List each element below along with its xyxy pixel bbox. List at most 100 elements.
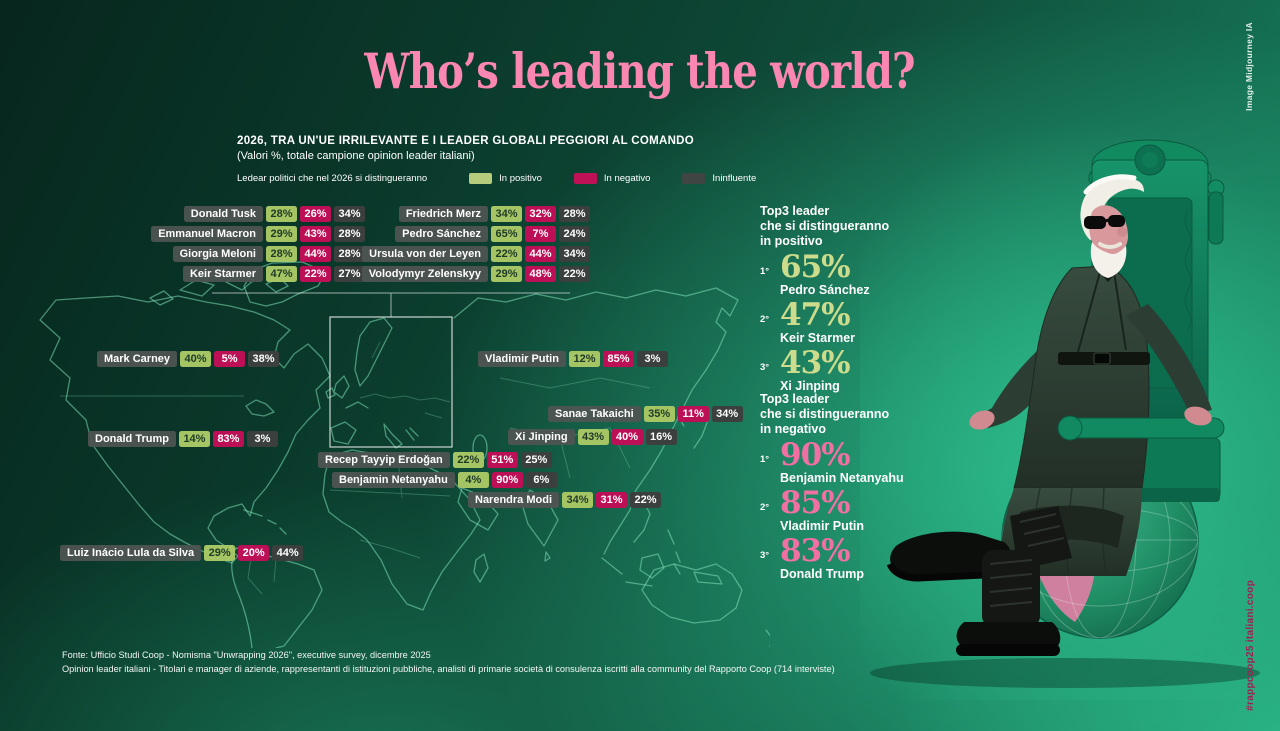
legend-item-label: Ininfluente xyxy=(712,173,757,184)
positive-value: 40% xyxy=(180,351,212,367)
neutral-value: 3% xyxy=(636,351,668,367)
positive-value: 29% xyxy=(266,226,297,242)
neutral-value: 3% xyxy=(246,431,278,447)
top3-item: 2° 47% Keir Starmer xyxy=(760,297,975,345)
percentage-value: 85% xyxy=(780,485,851,521)
leader-name: Narendra Modi xyxy=(468,492,560,508)
leader-name: Benjamin Netanyahu xyxy=(332,472,455,488)
leader-row-takaichi: Sanae Takaichi 35% 11% 34% xyxy=(548,406,743,422)
positive-value: 28% xyxy=(266,246,297,262)
percentage-value: 47% xyxy=(780,297,851,333)
rank-label: 2° xyxy=(760,314,770,325)
legend-item-positivo: In positivo xyxy=(469,173,542,184)
positive-value: 34% xyxy=(491,206,522,222)
negative-value: 85% xyxy=(602,351,634,367)
hashtag-credit: #rappcoop25 italiani.coop xyxy=(1245,580,1256,711)
leader-name: Sanae Takaichi xyxy=(548,406,641,422)
positive-swatch xyxy=(469,173,493,184)
negative-value: 44% xyxy=(300,246,331,262)
leader-name: Keir Starmer xyxy=(182,266,263,282)
floor-shadow xyxy=(870,658,1260,688)
top3-item: 1° 90% Benjamin Netanyahu xyxy=(760,437,975,485)
north-america-outline xyxy=(39,261,331,564)
oceania-outline xyxy=(641,563,770,648)
subtitle-heading: 2026, TRA UN'UE IRRILEVANTE E I LEADER G… xyxy=(237,135,695,147)
legend-item-ininfluente: Ininfluente xyxy=(682,173,756,184)
top3-positive: Top3 leader che si distingueranno in pos… xyxy=(760,204,975,393)
leader-row-xi: Xi Jinping 43% 40% 16% xyxy=(508,429,677,445)
rank-label: 1° xyxy=(760,454,770,465)
leader-name: Emmanuel Macron xyxy=(151,226,263,242)
top3-item: 1° 65% Pedro Sánchez xyxy=(760,252,975,297)
positive-value: 35% xyxy=(643,406,675,422)
source-footer: Fonte: Ufficio Studi Coop - Nomisma "Unw… xyxy=(62,648,835,677)
positive-value: 34% xyxy=(562,492,594,508)
leader-name: Donald Trump xyxy=(780,567,865,581)
south-america-outline xyxy=(230,547,323,648)
percentage-value: 83% xyxy=(780,533,851,569)
globe xyxy=(1001,441,1199,639)
legend-label: Ledear politici che nel 2026 si distingu… xyxy=(237,173,428,184)
title-line: che si distingueranno xyxy=(760,219,890,233)
title-line: Top3 leader xyxy=(760,392,830,406)
leader-name: Donald Trump xyxy=(88,431,176,447)
top3-negative-title: Top3 leader che si distingueranno in neg… xyxy=(760,392,975,437)
neutral-value: 25% xyxy=(520,452,552,468)
legend-item-label: In positivo xyxy=(499,173,542,184)
percentage-value: 90% xyxy=(780,437,851,473)
leader-name: Donald Tusk xyxy=(183,206,263,222)
leader-name: Benjamin Netanyahu xyxy=(780,471,904,485)
leader-row-carney: Mark Carney 40% 5% 38% xyxy=(97,351,280,367)
positive-value: 14% xyxy=(178,431,210,447)
neutral-swatch xyxy=(682,173,706,184)
leader-row-erdogan: Recep Tayyip Erdoğan 22% 51% 25% xyxy=(318,452,552,468)
neutral-value: 16% xyxy=(645,429,677,445)
rank-label: 3° xyxy=(760,550,770,561)
neutral-value: 34% xyxy=(334,206,365,222)
neutral-value: 28% xyxy=(334,246,365,262)
europe-leaders-group-right: Friedrich Merz 34% 32% 28% Pedro Sánchez 65%… xyxy=(361,206,590,282)
footer-line-1: Fonte: Ufficio Studi Coop - Nomisma "Unw… xyxy=(62,650,431,660)
negative-value: 31% xyxy=(596,492,628,508)
subtitle-subheading: (Valori %, totale campione opinion leade… xyxy=(237,150,475,162)
legend-item-negativo: In negativo xyxy=(573,173,651,184)
legend-item-label: In negativo xyxy=(603,173,651,184)
positive-value: 28% xyxy=(266,206,297,222)
neutral-value: 34% xyxy=(559,246,590,262)
positive-value: 29% xyxy=(491,266,522,282)
top3-positive-title: Top3 leader che si distingueranno in pos… xyxy=(760,204,975,249)
legend: Ledear politici che nel 2026 si distingu… xyxy=(237,173,788,184)
leader-name: Mark Carney xyxy=(97,351,178,367)
europe-inset xyxy=(212,292,570,448)
negative-value: 5% xyxy=(214,351,246,367)
negative-value: 32% xyxy=(525,206,556,222)
top3-item: 3° 83% Donald Trump xyxy=(760,533,975,581)
negative-value: 51% xyxy=(486,452,518,468)
title-line: in negativo xyxy=(760,422,826,436)
leader-name: Ursula von der Leyen xyxy=(362,246,488,262)
image-credit: Image Midjourney IA xyxy=(1244,22,1254,111)
rank-label: 2° xyxy=(760,502,770,513)
title-line: che si distingueranno xyxy=(760,407,890,421)
footer-line-2: Opinion leader italiani - Titolari e man… xyxy=(62,664,835,675)
neutral-value: 28% xyxy=(334,226,365,242)
subtitle-block: 2026, TRA UN'UE IRRILEVANTE E I LEADER G… xyxy=(237,135,694,162)
neutral-value: 6% xyxy=(525,472,557,488)
percentage-value: 43% xyxy=(780,345,851,381)
leader-name: Vladimir Putin xyxy=(478,351,566,367)
positive-value: 65% xyxy=(491,226,522,242)
neutral-value: 38% xyxy=(248,351,280,367)
rank-label: 1° xyxy=(760,266,770,277)
neutral-value: 27% xyxy=(334,266,365,282)
europe-leaders-group-left: Donald Tusk 28% 26% 34% Emmanuel Macron 29% 4… xyxy=(151,206,365,282)
leader-row-lula: Luiz Inácio Lula da Silva 29% 20% 44% xyxy=(60,545,304,561)
negative-value: 40% xyxy=(611,429,643,445)
page-title: Who’s leading the world? xyxy=(0,42,1280,100)
negative-value: 20% xyxy=(238,545,270,561)
positive-value: 43% xyxy=(577,429,609,445)
leader-row-modi: Narendra Modi 34% 31% 22% xyxy=(468,492,662,508)
negative-value: 26% xyxy=(300,206,331,222)
title-line: Top3 leader xyxy=(760,204,830,218)
neutral-value: 22% xyxy=(559,266,590,282)
